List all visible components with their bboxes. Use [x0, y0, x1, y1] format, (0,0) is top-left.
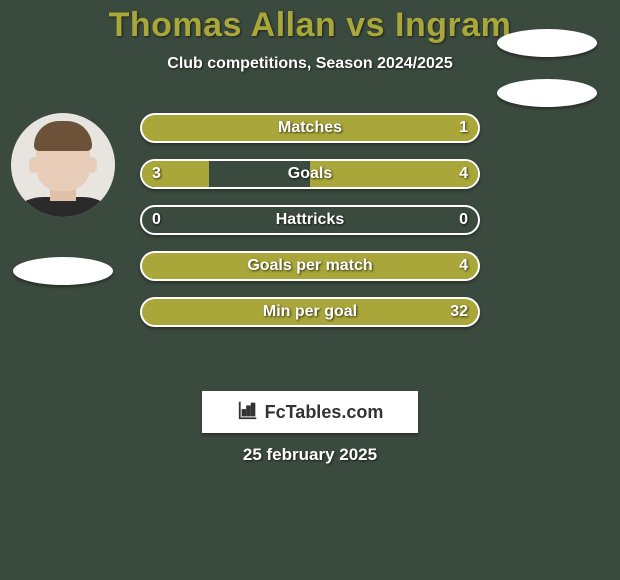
- stat-bar: Matches1: [140, 113, 480, 143]
- stat-bar: Goals per match4: [140, 251, 480, 281]
- stat-value-right: 4: [459, 165, 468, 183]
- stat-label: Min per goal: [142, 303, 478, 321]
- stat-bar: 3Goals4: [140, 159, 480, 189]
- stat-bar: 0Hattricks0: [140, 205, 480, 235]
- player-left-panel: [8, 113, 118, 285]
- chart-icon: [237, 399, 259, 426]
- stat-value-right: 4: [459, 257, 468, 275]
- date-label: 25 february 2025: [0, 445, 620, 465]
- player-left-avatar: [11, 113, 115, 217]
- brand-label: FcTables.com: [265, 402, 384, 423]
- stat-label: Goals per match: [142, 257, 478, 275]
- stat-value-right: 1: [459, 119, 468, 137]
- stat-value-right: 32: [450, 303, 468, 321]
- stat-value-right: 0: [459, 211, 468, 229]
- bars-container: Matches1 3Goals4 0Hattricks0 Goals per matc…: [140, 113, 480, 343]
- stat-label: Hattricks: [142, 211, 478, 229]
- stat-label: Matches: [142, 119, 478, 137]
- comparison-card: Thomas Allan vs Ingram Club competitions…: [0, 0, 620, 465]
- chart-area: Matches1 3Goals4 0Hattricks0 Goals per matc…: [0, 113, 620, 373]
- brand-box: FcTables.com: [202, 391, 418, 433]
- player-right-name-pill-1: [497, 29, 597, 57]
- page-subtitle: Club competitions, Season 2024/2025: [0, 55, 620, 73]
- stat-bar: Min per goal32: [140, 297, 480, 327]
- stat-label: Goals: [142, 165, 478, 183]
- player-right-name-pill-2: [497, 79, 597, 107]
- player-left-name-pill: [13, 257, 113, 285]
